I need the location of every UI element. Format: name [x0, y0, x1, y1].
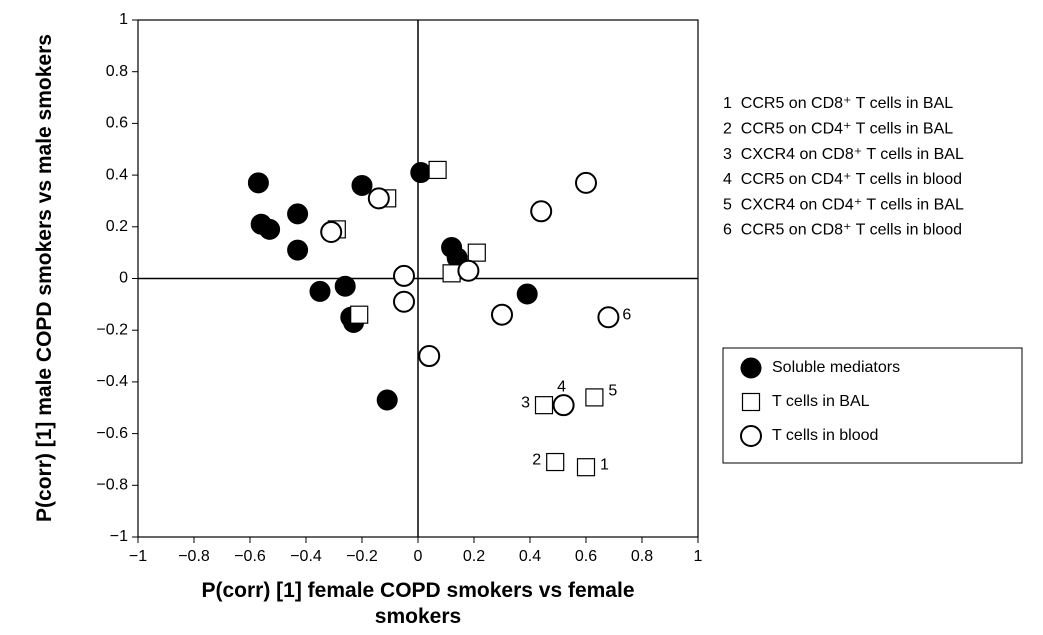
x-tick-label: 0.4	[519, 548, 541, 565]
x-tick-label: 1	[694, 548, 703, 565]
legend-marker	[740, 425, 762, 447]
point	[575, 171, 597, 194]
x-tick-label: −0.4	[290, 548, 322, 565]
point	[351, 174, 373, 196]
point	[418, 345, 441, 368]
legend-marker	[741, 392, 761, 412]
point	[334, 275, 356, 297]
point	[530, 200, 553, 223]
point	[393, 290, 415, 313]
y-tick-label: −0.8	[96, 477, 128, 494]
point	[546, 452, 565, 472]
point	[491, 303, 513, 326]
x-tick-label: −0.6	[234, 548, 266, 565]
y-axis-label-box: P(corr) [1] male COPD smokers vs male sm…	[33, 34, 56, 522]
key-item: 3 CXCR4 on CD8⁺ T cells in BAL	[723, 146, 964, 163]
legend-label: Soluble mediators	[772, 359, 900, 376]
point	[585, 388, 604, 407]
point	[309, 280, 331, 302]
point	[287, 203, 309, 225]
x-axis-label: P(corr) [1] female COPD smokers vs femal…	[201, 579, 635, 628]
point	[516, 283, 538, 305]
legend-label: T cells in blood	[772, 427, 878, 444]
y-tick-label: −0.4	[96, 373, 128, 390]
point	[467, 243, 486, 262]
point-label: 1	[600, 456, 609, 473]
point	[576, 458, 596, 477]
key-item: 1 CCR5 on CD8⁺ T cells in BAL	[723, 95, 953, 112]
point	[320, 220, 343, 243]
x-tick-label: −1	[129, 548, 147, 565]
x-tick-label: 0.8	[631, 548, 653, 565]
point	[457, 259, 480, 282]
point-label: 3	[521, 394, 530, 411]
x-tick-label: 0.2	[463, 548, 485, 565]
point	[287, 239, 309, 261]
point	[367, 187, 390, 210]
x-axis-label-box: P(corr) [1] female COPD smokers vs femal…	[201, 579, 635, 628]
x-tick-label: 0.6	[575, 548, 597, 565]
legend-label: T cells in BAL	[772, 393, 870, 410]
y-tick-label: 1	[119, 11, 128, 28]
y-axis-label: P(corr) [1] male COPD smokers vs male sm…	[33, 34, 56, 522]
key-item: 2 CCR5 on CD4⁺ T cells in BAL	[723, 121, 953, 138]
point	[442, 264, 461, 283]
point-label: 5	[608, 383, 617, 400]
point	[259, 218, 281, 240]
y-tick-label: 0.4	[106, 166, 128, 183]
point	[350, 305, 369, 324]
point	[247, 172, 269, 194]
y-tick-label: 0.8	[106, 63, 128, 80]
point	[428, 160, 447, 180]
point	[393, 264, 415, 287]
legend-box	[722, 347, 1023, 464]
legend-marker	[740, 357, 762, 379]
y-tick-label: −0.6	[96, 425, 128, 442]
point	[410, 162, 432, 184]
x-tick-label: 0	[414, 548, 423, 565]
x-tick-label: −0.2	[346, 548, 378, 565]
point-label: 6	[622, 306, 631, 323]
y-tick-label: −1	[110, 528, 128, 545]
x-tick-label: −0.8	[178, 548, 210, 565]
point	[597, 306, 620, 329]
point-label: 4	[557, 378, 566, 395]
key-item: 4 CCR5 on CD4⁺ T cells in blood	[723, 171, 962, 188]
y-tick-label: −0.2	[96, 321, 128, 338]
point	[376, 389, 398, 411]
y-tick-label: 0	[119, 270, 128, 287]
key-item: 6 CCR5 on CD8⁺ T cells in blood	[723, 222, 962, 239]
point	[534, 396, 554, 415]
y-tick-label: 0.2	[106, 218, 128, 235]
point-label: 2	[532, 451, 541, 468]
key-item: 5 CXCR4 on CD4⁺ T cells in BAL	[723, 196, 964, 213]
point	[552, 394, 575, 417]
y-tick-label: 0.6	[106, 115, 128, 132]
